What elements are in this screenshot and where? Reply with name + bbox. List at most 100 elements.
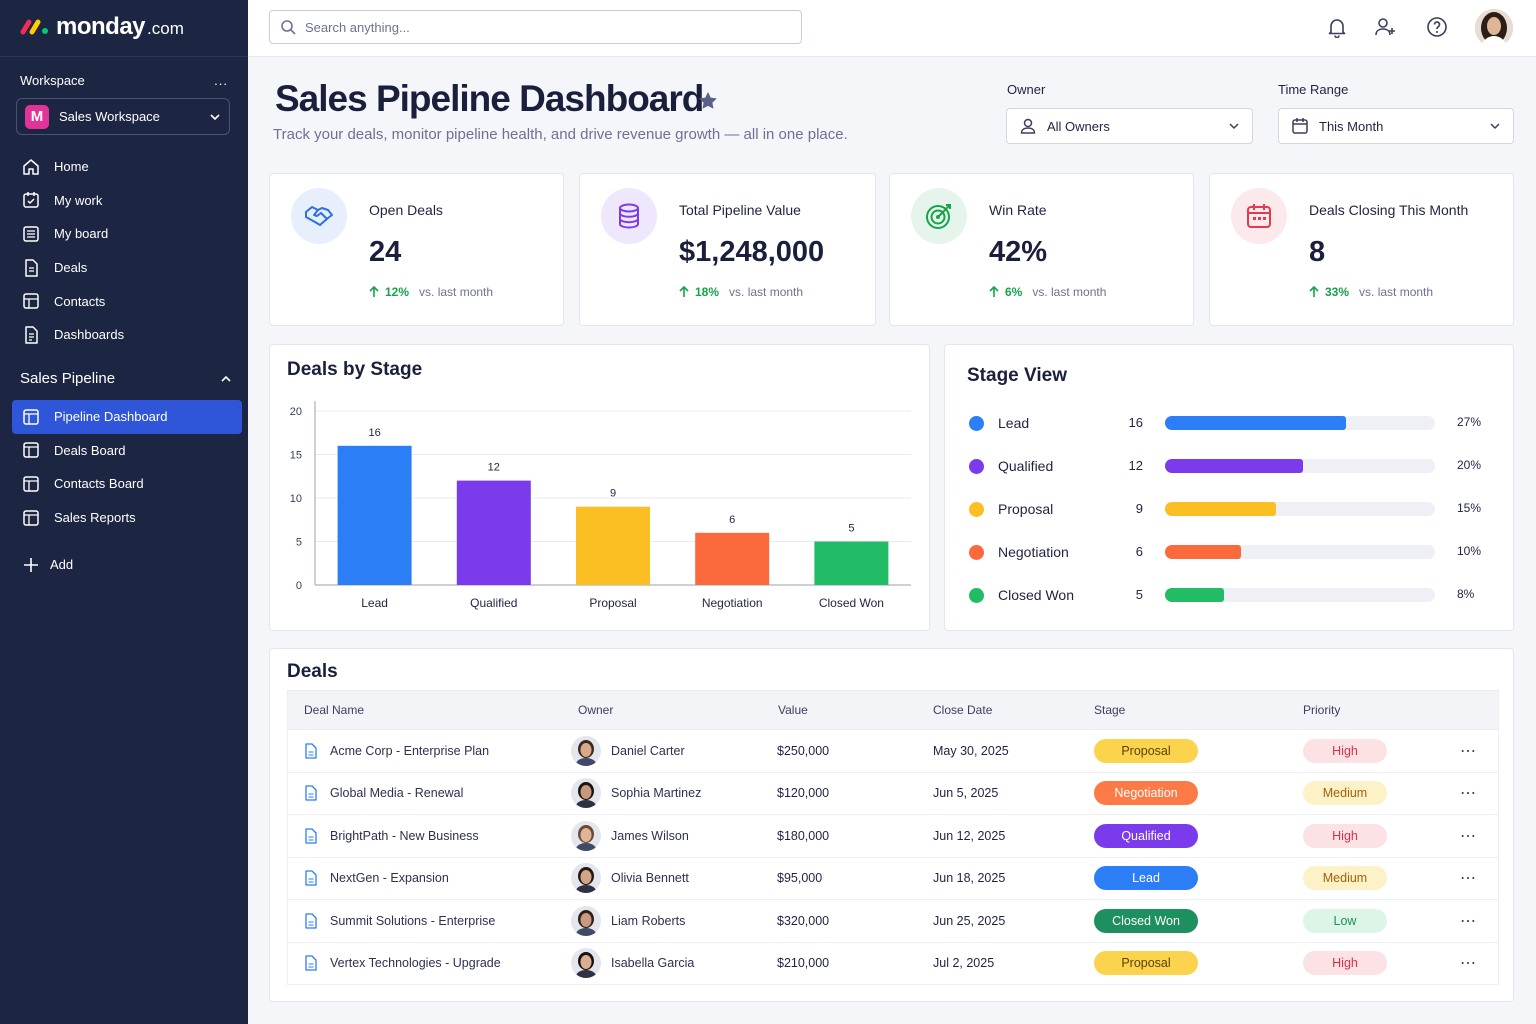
priority-cell[interactable]: High — [1303, 815, 1387, 857]
workspace-menu-icon[interactable]: ... — [214, 73, 228, 88]
stage-cell[interactable]: Negotiation — [1094, 773, 1198, 815]
stage-cell[interactable]: Closed Won — [1094, 900, 1198, 942]
column-header[interactable]: Stage — [1094, 703, 1126, 717]
kpi-value: 8 — [1309, 236, 1326, 268]
table-row[interactable]: Vertex Technologies - Upgrade Isabella G… — [288, 941, 1498, 985]
table-row[interactable]: Global Media - Renewal Sophia Martinez $… — [288, 771, 1498, 815]
table-row[interactable]: NextGen - Expansion Olivia Bennett $95,0… — [288, 856, 1498, 900]
time-range-select[interactable]: This Month — [1278, 108, 1514, 144]
priority-pill[interactable]: Low — [1303, 908, 1387, 933]
nav-item-my-work[interactable]: My work — [12, 184, 242, 218]
column-header[interactable]: Value — [778, 703, 808, 717]
stage-row[interactable]: Qualified 12 20% — [945, 456, 1515, 476]
search-input[interactable]: Search anything... — [269, 10, 802, 44]
star-icon[interactable] — [697, 90, 719, 112]
nav-item-sales-reports[interactable]: Sales Reports — [12, 501, 242, 535]
deals-title: Deals — [287, 661, 338, 682]
bar-closed-won[interactable] — [814, 541, 889, 586]
stage-pill[interactable]: Closed Won — [1094, 908, 1198, 933]
kpi-delta-value: 33% — [1325, 285, 1350, 299]
more-options-icon[interactable]: ⋯ — [1460, 912, 1477, 930]
owner-cell[interactable]: Olivia Bennett — [571, 858, 689, 900]
bar-qualified[interactable] — [456, 480, 531, 585]
more-options-icon[interactable]: ⋯ — [1460, 827, 1477, 845]
workspace-selector[interactable]: M Sales Workspace — [16, 98, 230, 135]
priority-pill[interactable]: High — [1303, 823, 1387, 848]
deal-name-cell[interactable]: Global Media - Renewal — [304, 773, 463, 815]
table-row[interactable]: BrightPath - New Business James Wilson $… — [288, 814, 1498, 857]
stage-row[interactable]: Negotiation 6 10% — [945, 542, 1515, 562]
deal-name: BrightPath - New Business — [330, 828, 479, 843]
priority-cell[interactable]: High — [1303, 943, 1387, 985]
priority-cell[interactable]: Low — [1303, 900, 1387, 942]
more-options-icon[interactable]: ⋯ — [1460, 870, 1477, 888]
nav-item-pipeline-dashboard[interactable]: Pipeline Dashboard — [12, 400, 242, 434]
help-icon[interactable] — [1426, 16, 1448, 38]
stage-row[interactable]: Closed Won 5 8% — [945, 585, 1515, 605]
nav-item-deals[interactable]: Deals — [12, 251, 242, 285]
priority-pill[interactable]: High — [1303, 738, 1387, 763]
priority-pill[interactable]: Medium — [1303, 866, 1387, 891]
more-options-icon[interactable]: ⋯ — [1460, 742, 1477, 760]
user-avatar[interactable] — [1475, 9, 1513, 47]
nav-item-home[interactable]: Home — [12, 150, 242, 184]
section-header-sales-pipeline[interactable]: Sales Pipeline — [20, 370, 232, 387]
owner-cell[interactable]: Sophia Martinez — [571, 773, 701, 815]
deal-name-cell[interactable]: Summit Solutions - Enterprise — [304, 900, 495, 942]
nav-item-deals-board[interactable]: Deals Board — [12, 434, 242, 468]
row-menu-cell[interactable]: ⋯ — [1460, 730, 1477, 772]
deal-name-cell[interactable]: Acme Corp - Enterprise Plan — [304, 730, 489, 772]
column-header[interactable]: Priority — [1303, 703, 1341, 717]
stage-row[interactable]: Lead 16 27% — [945, 413, 1515, 433]
owner-cell[interactable]: Liam Roberts — [571, 900, 685, 942]
add-button[interactable]: Add — [12, 548, 242, 582]
column-header[interactable]: Close Date — [933, 703, 993, 717]
deal-name-cell[interactable]: Vertex Technologies - Upgrade — [304, 943, 501, 985]
chevron-up-icon[interactable] — [220, 373, 232, 385]
invite-user-icon[interactable] — [1374, 16, 1396, 38]
priority-cell[interactable]: High — [1303, 730, 1387, 772]
bar-proposal[interactable] — [576, 506, 650, 585]
deal-name-cell[interactable]: BrightPath - New Business — [304, 815, 479, 857]
document-icon — [305, 828, 317, 844]
row-menu-cell[interactable]: ⋯ — [1460, 815, 1477, 857]
stage-pill[interactable]: Qualified — [1094, 823, 1198, 848]
owner-cell[interactable]: James Wilson — [571, 815, 689, 857]
row-menu-cell[interactable]: ⋯ — [1460, 943, 1477, 985]
stage-cell[interactable]: Proposal — [1094, 943, 1198, 985]
priority-pill[interactable]: High — [1303, 951, 1387, 976]
bar-negotiation[interactable] — [695, 532, 770, 585]
nav-item-contacts[interactable]: Contacts — [12, 284, 242, 318]
nav-item-contacts-board[interactable]: Contacts Board — [12, 467, 242, 501]
stage-pill[interactable]: Proposal — [1094, 951, 1198, 976]
owner-cell[interactable]: Daniel Carter — [571, 730, 685, 772]
row-menu-cell[interactable]: ⋯ — [1460, 773, 1477, 815]
stage-row[interactable]: Proposal 9 15% — [945, 499, 1515, 519]
table-row[interactable]: Summit Solutions - Enterprise Liam Rober… — [288, 899, 1498, 942]
stage-pill[interactable]: Negotiation — [1094, 781, 1198, 806]
priority-cell[interactable]: Medium — [1303, 858, 1387, 900]
kpi-delta-caption: vs. last month — [729, 285, 804, 299]
stage-pill[interactable]: Proposal — [1094, 738, 1198, 763]
row-menu-cell[interactable]: ⋯ — [1460, 858, 1477, 900]
monday-logo[interactable]: monday .com — [20, 12, 184, 42]
stage-cell[interactable]: Proposal — [1094, 730, 1198, 772]
row-menu-cell[interactable]: ⋯ — [1460, 900, 1477, 942]
priority-pill[interactable]: Medium — [1303, 781, 1387, 806]
nav-item-dashboards[interactable]: Dashboards — [12, 318, 242, 352]
stage-pill[interactable]: Lead — [1094, 866, 1198, 891]
stage-cell[interactable]: Qualified — [1094, 815, 1198, 857]
owner-filter-select[interactable]: All Owners — [1006, 108, 1253, 144]
owner-cell[interactable]: Isabella Garcia — [571, 943, 694, 985]
deal-name-cell[interactable]: NextGen - Expansion — [304, 858, 449, 900]
bar-lead[interactable] — [337, 445, 412, 585]
table-row[interactable]: Acme Corp - Enterprise Plan Daniel Carte… — [288, 729, 1498, 772]
stage-cell[interactable]: Lead — [1094, 858, 1198, 900]
nav-item-my-board[interactable]: My board — [12, 217, 242, 251]
more-options-icon[interactable]: ⋯ — [1460, 955, 1477, 973]
column-header[interactable]: Owner — [578, 703, 614, 717]
column-header[interactable]: Deal Name — [304, 703, 365, 717]
bell-icon[interactable] — [1326, 16, 1348, 38]
more-options-icon[interactable]: ⋯ — [1460, 785, 1477, 803]
priority-cell[interactable]: Medium — [1303, 773, 1387, 815]
